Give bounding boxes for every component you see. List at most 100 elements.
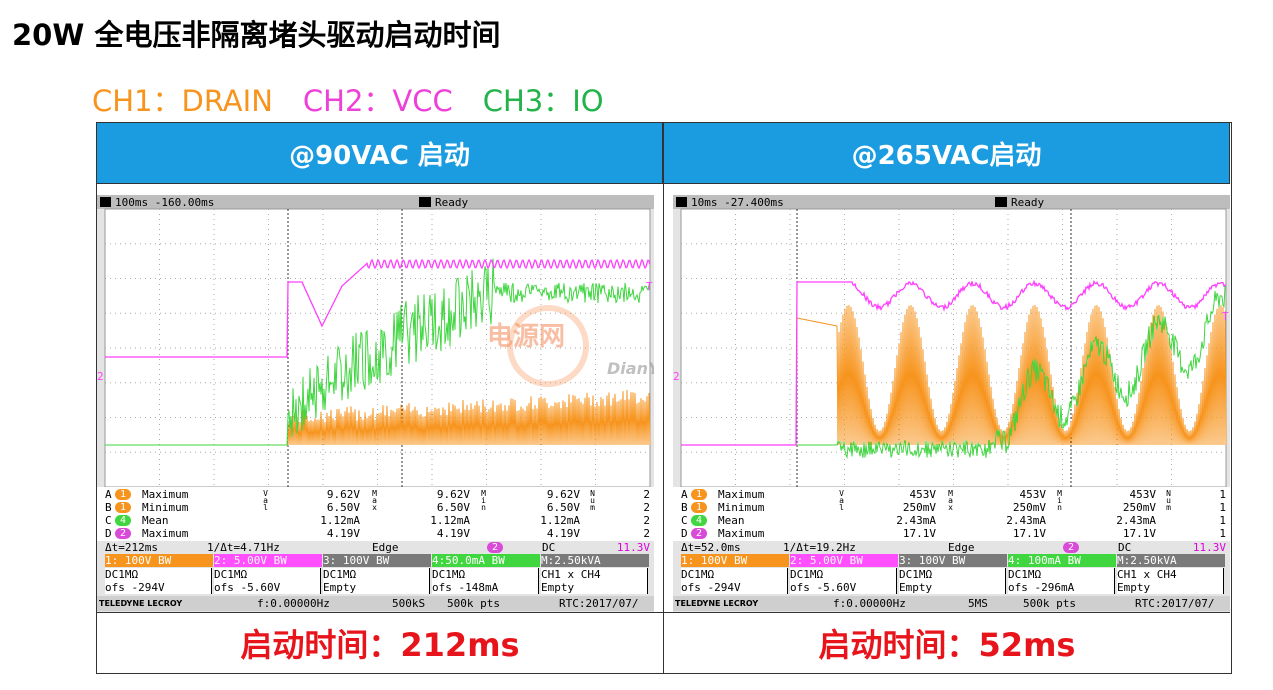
startup-time: 启动时间：212ms <box>240 626 520 664</box>
meas-channel: 1 <box>115 489 132 500</box>
meas-value: 2 <box>643 488 650 501</box>
top-bar <box>97 195 654 209</box>
channel-label: 1: 100V BW <box>105 554 213 567</box>
side-label: Max <box>370 489 379 510</box>
meas-value: 4.19V <box>326 527 360 540</box>
meas-value: 1 <box>1219 514 1226 527</box>
meas-panel <box>97 487 654 541</box>
meas-name: Maximum <box>718 488 765 501</box>
meas-channel: 1 <box>115 502 132 513</box>
rule <box>97 612 1230 613</box>
meas-value: 9.62V <box>546 488 580 501</box>
status-text: 500k pts <box>1023 597 1076 610</box>
column-header: @265VAC启动 <box>664 123 1230 183</box>
side-label: Num <box>1164 489 1173 510</box>
watermark-logo <box>507 305 589 387</box>
meas-letter: A <box>681 488 688 501</box>
meas-value: 4.19V <box>436 527 470 540</box>
channel-label: 3: 100V BW <box>323 554 431 567</box>
meas-value: 9.62V <box>436 488 470 501</box>
m-icon <box>100 197 111 207</box>
meas-value: 1 <box>1219 501 1226 514</box>
trigger-level: 11.3V <box>616 541 650 554</box>
side-label: Num <box>588 489 597 510</box>
status-text: RTC:2017/07/ <box>1135 597 1215 610</box>
meas-value: 6.50V <box>326 501 360 514</box>
cursor-info: Edge <box>372 541 399 554</box>
legend-item: CH2：VCC <box>302 84 453 118</box>
meas-value: 1.12mA <box>320 514 360 527</box>
meas-value: 453V <box>1129 488 1157 501</box>
channel-setting: CH1 x CH4 <box>1117 568 1224 581</box>
scope-grid: 2T <box>673 208 1229 488</box>
channel-setting: ofs -148mA <box>432 581 539 594</box>
cursor-info: 2 <box>487 542 504 553</box>
startup-time: 启动时间：52ms <box>818 626 1076 664</box>
meas-value: 2.43mA <box>1006 514 1046 527</box>
status-text: f:0.00000Hz <box>833 597 906 610</box>
meas-name: Maximum <box>718 527 765 540</box>
status-text: TELEDYNE LECROY <box>675 599 759 608</box>
meas-letter: C <box>681 514 688 527</box>
meas-channel: 4 <box>115 515 132 526</box>
meas-channel: 1 <box>691 489 708 500</box>
status-text: f:0.00000Hz <box>257 597 330 610</box>
watermark: DianYuan.com <box>607 359 654 378</box>
rule <box>97 183 1230 184</box>
top-bar <box>673 195 1230 209</box>
meas-value: 2.43mA <box>896 514 936 527</box>
channel-label: M:2.50kVA <box>541 554 649 567</box>
channel-setting: CH1 x CH4 <box>541 568 648 581</box>
cursor-info: DC <box>1118 541 1132 554</box>
marker: T <box>646 280 653 293</box>
channel-setting: ofs -296mA <box>1008 581 1115 594</box>
legend-item: CH3：IO <box>482 84 604 118</box>
meas-value: 2 <box>643 527 650 540</box>
meas-letter: A <box>105 488 112 501</box>
channel-setting: ofs -294V <box>105 581 212 594</box>
meas-value: 9.62V <box>326 488 360 501</box>
cursor-info: Edge <box>948 541 975 554</box>
oscilloscope: 100ms -160.00msReady2T电源网DianYuan.comVal… <box>97 195 654 612</box>
channel-setting: DC1MΩ <box>432 568 539 581</box>
meas-letter: D <box>105 527 112 540</box>
side-label: Min <box>479 489 488 510</box>
meas-channel: 4 <box>691 515 708 526</box>
channel-setting: Empty <box>899 581 1006 594</box>
meas-letter: B <box>681 501 688 514</box>
channel-setting: DC1MΩ <box>214 568 321 581</box>
channel-label: M:2.50kVA <box>1117 554 1225 567</box>
channel-setting: DC1MΩ <box>681 568 788 581</box>
bottom-bar <box>673 596 1230 611</box>
meas-channel: 2 <box>115 528 132 539</box>
channel-setting: DC1MΩ <box>899 568 1006 581</box>
meas-name: Maximum <box>142 527 189 540</box>
cursor-info: Δt=52.0ms <box>681 541 741 554</box>
side-label: Val <box>837 489 846 510</box>
channel-setting: Empty <box>1117 581 1224 594</box>
meas-value: 17.1V <box>1012 527 1046 540</box>
marker: 2 <box>673 370 680 383</box>
meas-name: Mean <box>142 514 169 527</box>
legend: CH1：DRAIN CH2：VCC CH3：IO <box>92 78 634 120</box>
side-label: Min <box>1055 489 1064 510</box>
meas-value: 1.12mA <box>430 514 470 527</box>
meas-letter: C <box>105 514 112 527</box>
channel-label: 4: 100mA BW <box>1008 554 1116 567</box>
meas-value: 453V <box>909 488 937 501</box>
m-icon <box>676 197 687 207</box>
cursor-info: DC <box>542 541 556 554</box>
marker: T <box>1222 310 1229 323</box>
channel-setting: ofs -5.60V <box>214 581 321 594</box>
channel-label: 3: 100V BW <box>899 554 1007 567</box>
meas-value: 250mV <box>1122 501 1156 514</box>
meas-value: 17.1V <box>1122 527 1156 540</box>
channel-setting: DC1MΩ <box>323 568 430 581</box>
channel-label: 1: 100V BW <box>681 554 789 567</box>
meas-value: 1 <box>1219 527 1226 540</box>
title: 20W 全电压非隔离堵头驱动启动时间 <box>12 18 501 52</box>
timebase: 10ms -27.400ms <box>691 196 784 209</box>
side-label: Val <box>261 489 270 510</box>
marker: 2 <box>97 370 104 383</box>
